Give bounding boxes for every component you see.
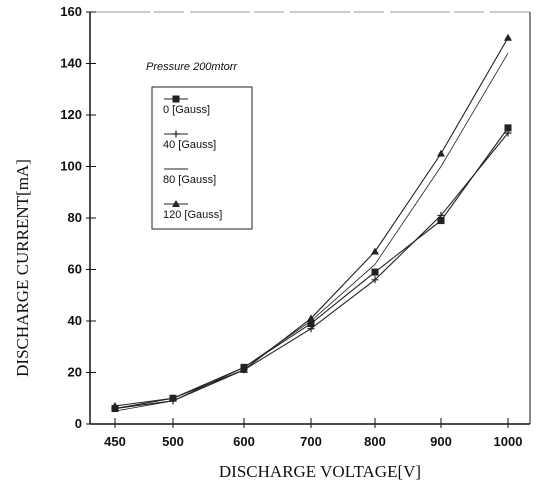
square-marker: [437, 217, 445, 225]
plus-marker: [437, 211, 445, 219]
plus-marker: [172, 130, 180, 138]
series-3: [111, 33, 512, 409]
x-tick-label: 700: [300, 434, 322, 449]
triangle-marker: [172, 200, 180, 207]
square-marker: [371, 268, 379, 276]
legend-item: 120 [Gauss]: [163, 200, 222, 221]
plus-marker: [307, 325, 315, 333]
triangle-marker: [437, 149, 445, 157]
y-axis-label: DISCHARGE CURRENT[mA]: [13, 159, 32, 377]
legend-item: 40 [Gauss]: [163, 130, 216, 151]
y-tick-label: 120: [60, 107, 82, 122]
series-line: [114, 127, 509, 410]
y-tick-label: 40: [68, 313, 82, 328]
square-marker: [172, 95, 180, 103]
axes: 0 20 40 60 80 100 120 140 160 450 500 600 700 800 900 1…: [60, 4, 531, 449]
triangle-marker: [307, 314, 315, 322]
plus-marker: [371, 276, 379, 284]
legend-label: 0 [Gauss]: [163, 104, 210, 116]
legend-item: 80 [Gauss]: [163, 168, 216, 186]
x-tick-label: 450: [104, 434, 126, 449]
x-tick-label: 500: [162, 434, 184, 449]
legend-label: 80 [Gauss]: [163, 174, 216, 186]
square-marker: [504, 124, 512, 132]
y-tick-label: 60: [68, 262, 82, 277]
series-0: [111, 124, 512, 413]
series-1: [111, 129, 512, 413]
x-axis-label: DISCHARGE VOLTAGE[V]: [219, 462, 421, 481]
y-tick-label: 140: [60, 56, 82, 71]
y-tick-label: 160: [60, 4, 82, 19]
pressure-annotation: Pressure 200mtorr: [146, 61, 238, 73]
y-tick-label: 100: [60, 159, 82, 174]
triangle-marker: [240, 365, 248, 373]
triangle-marker: [111, 401, 119, 409]
legend: 0 [Gauss] 40 [Gauss] 80 [Gauss] 120 [Gauss]: [151, 86, 253, 230]
y-tick-label: 20: [68, 365, 82, 380]
triangle-marker: [169, 394, 177, 402]
y-tick-label: 0: [75, 416, 82, 431]
plus-marker: [504, 129, 512, 137]
y-tick-label: 80: [68, 210, 82, 225]
x-tick-label: 900: [430, 434, 452, 449]
legend-item: 0 [Gauss]: [163, 95, 210, 116]
triangle-marker: [504, 33, 512, 41]
legend-label: 40 [Gauss]: [163, 139, 216, 151]
square-marker: [307, 320, 315, 328]
x-tick-label: 800: [364, 434, 386, 449]
legend-box: [151, 86, 253, 230]
x-tick-label: 600: [233, 434, 255, 449]
x-tick-label: 1000: [494, 434, 523, 449]
triangle-marker: [371, 247, 379, 255]
series-line: [114, 37, 509, 407]
legend-label: 120 [Gauss]: [163, 209, 222, 221]
series-layer: [111, 33, 512, 413]
